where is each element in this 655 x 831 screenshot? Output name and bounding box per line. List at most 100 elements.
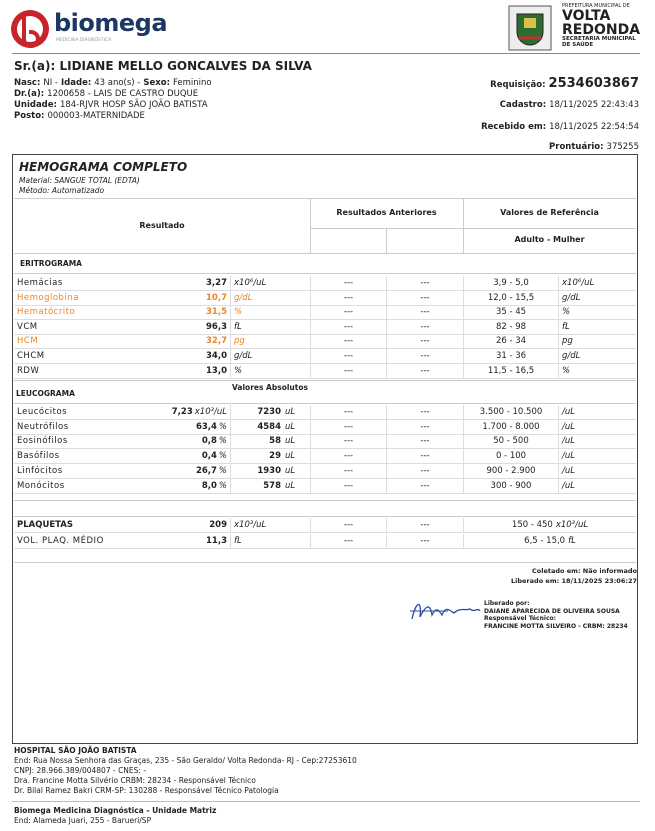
- released: Liberado em: 18/11/2025 23:06:27: [511, 577, 637, 585]
- col-header: Valores de Referência: [500, 208, 599, 217]
- previous-result: ---: [310, 276, 386, 290]
- ref-range: 31 - 36: [463, 349, 558, 363]
- previous-result: ---: [386, 478, 463, 493]
- abs-unit: uL: [285, 436, 296, 447]
- result-unit: pg: [230, 334, 310, 349]
- abs-unit: uL: [285, 421, 296, 432]
- result-value: 13,0: [206, 365, 227, 376]
- footer-matrix: Biomega Medicina Diagnóstica - Unidade M…: [14, 806, 216, 826]
- result-value: 3,27: [206, 278, 227, 288]
- ref-unit: /uL: [558, 449, 636, 464]
- ref-unit: %: [558, 363, 636, 378]
- result-value: 7,23: [171, 407, 193, 417]
- result: 0,4%: [124, 449, 230, 463]
- abs-unit: uL: [285, 451, 296, 462]
- info-line: Dr.(a): 1200658 - LAIS DE CASTRO DUQUE: [14, 89, 215, 100]
- result-value: 11,3: [206, 535, 227, 546]
- info-value: 43 ano(s) -: [94, 78, 141, 88]
- previous-result: ---: [310, 419, 386, 434]
- previous-result: ---: [386, 449, 463, 464]
- absolute: 7230 uL: [230, 405, 310, 419]
- result-unit: %: [218, 421, 227, 432]
- abs-unit: uL: [285, 480, 296, 491]
- ref-range: 3,9 - 5,0: [463, 276, 558, 290]
- previous-result: ---: [386, 349, 463, 363]
- previous-result: ---: [386, 533, 463, 548]
- absolute: 578 uL: [230, 478, 310, 493]
- request-label: Requisição:: [490, 80, 546, 90]
- abs-value: 578: [263, 480, 281, 491]
- info-value: 000003-MATERNIDADE: [47, 111, 145, 121]
- result-row: PLAQUETAS 209 x10³/uL --- --- 150 - 450 x10³/u…: [14, 518, 636, 533]
- section-title: ERITROGRAMA: [20, 259, 82, 268]
- info-label: Idade:: [61, 78, 92, 88]
- test-name: Eosinófilos: [17, 436, 68, 447]
- result-row: VOL. PLAQ. MÉDIO 11,3 fL --- --- 6,5 - 15,0 fL: [14, 533, 636, 549]
- ref-range: 900 - 2.900: [463, 463, 558, 478]
- previous-result: ---: [386, 290, 463, 305]
- rule: [14, 273, 636, 274]
- abs-value: 29: [269, 451, 281, 462]
- test-name: VCM: [17, 321, 38, 332]
- by: DAIANE APARECIDA DE OLIVEIRA SOUSA: [484, 607, 620, 615]
- result-row: Leucócitos 7,23 x10³/uL 7230 uL --- --- 3.500 -…: [14, 405, 636, 420]
- request-label: Prontuário:: [549, 142, 604, 152]
- info-value: Feminino: [173, 78, 212, 88]
- info-value: 1200658 - LAIS DE CASTRO DUQUE: [47, 89, 199, 99]
- ref-range: 300 - 900: [463, 478, 558, 493]
- result-row: Neutrófilos 63,4% 4584 uL --- --- 1.700 - 8.00…: [14, 419, 636, 435]
- result-value: 26,7: [195, 465, 217, 476]
- previous-result: ---: [386, 363, 463, 378]
- test-name: Neutrófilos: [17, 421, 69, 432]
- request-line: Requisição: 2534603867: [490, 76, 639, 91]
- result-row: Hematócrito 31,5% --- --- 35 - 45%: [14, 305, 636, 321]
- test-name: Linfócitos: [17, 465, 63, 476]
- footer-line: End: Rua Nossa Senhora das Graças, 235 -…: [14, 756, 357, 765]
- previous-result: ---: [386, 334, 463, 349]
- gov-block: PREFEITURA MUNICIPAL DE VOLTA REDONDA SE…: [562, 4, 640, 48]
- abs-unit: uL: [285, 465, 296, 476]
- absolute: 29 uL: [230, 449, 310, 464]
- abs-value: 7230: [257, 407, 281, 417]
- result: 0,8%: [124, 434, 230, 448]
- info-label: Posto:: [14, 111, 45, 121]
- rule: [463, 198, 464, 253]
- gov-city: VOLTA: [562, 8, 611, 24]
- abs-value: 58: [269, 436, 281, 447]
- result-unit: %: [218, 465, 227, 476]
- result-row: HCM 32,7 pg --- --- 26 - 34 pg: [14, 334, 636, 350]
- test-name: PLAQUETAS: [17, 520, 73, 530]
- test-name: Hemoglobina: [17, 292, 79, 303]
- rule: [310, 228, 636, 229]
- brand: biomega: [54, 9, 168, 37]
- result-row: Monócitos 8,0% 578 uL --- --- 300 - 900/uL: [14, 478, 636, 494]
- release-signers: Liberado por: DAIANE APARECIDA DE OLIVEIR…: [484, 600, 628, 630]
- footer-line: Dr. Bilal Ramez Bakri CRM-SP: 130288 - R…: [14, 786, 279, 795]
- test-name: Monócitos: [17, 480, 65, 491]
- absolute: 58 uL: [230, 434, 310, 449]
- footer-line: Dra. Francine Motta Silvério CRBM: 28234…: [14, 776, 256, 785]
- result-unit: %: [218, 451, 227, 462]
- col-header: Resultado: [139, 221, 185, 230]
- request-value: 375255: [606, 142, 639, 152]
- result: 8,0%: [124, 479, 230, 493]
- abs-value: 1930: [257, 465, 281, 476]
- request-label: Cadastro:: [499, 100, 547, 110]
- report-box: [12, 154, 638, 744]
- test-name: Basófilos: [17, 451, 60, 462]
- result-row: Basófilos 0,4% 29 uL --- --- 0 - 100/uL: [14, 449, 636, 465]
- result-unit: x10³/uL: [194, 407, 227, 417]
- ref-unit: x10³/uL: [555, 520, 589, 530]
- ref-range: 0 - 100: [463, 449, 558, 464]
- info-label: Dr.(a):: [14, 89, 45, 99]
- result-unit: %: [218, 480, 227, 491]
- footer-line: CNPJ: 28.966.389/004807 - CNES: -: [14, 766, 147, 775]
- info-value: NI -: [43, 78, 58, 88]
- previous-result: ---: [310, 363, 386, 378]
- footer-line: End: Alameda Juari, 255 - Barueri/SP: [14, 816, 152, 825]
- ref-unit: /uL: [558, 405, 636, 419]
- ref-unit: fL: [558, 319, 636, 334]
- previous-result: ---: [310, 449, 386, 464]
- footer-title: HOSPITAL SÃO JOÃO BATISTA: [14, 746, 137, 755]
